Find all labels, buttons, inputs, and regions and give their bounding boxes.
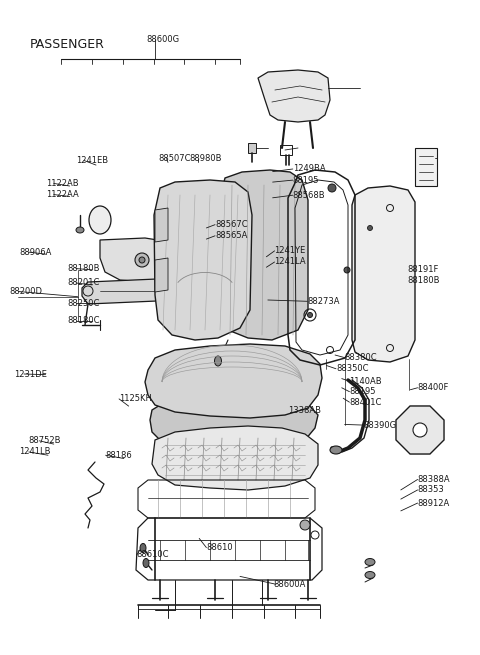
Polygon shape [415, 148, 437, 186]
Text: 88401C: 88401C [349, 398, 382, 407]
Ellipse shape [365, 559, 375, 565]
Ellipse shape [76, 227, 84, 233]
Text: 88912A: 88912A [418, 498, 450, 508]
Text: 88507C: 88507C [158, 154, 191, 163]
Text: 88610C: 88610C [137, 550, 169, 559]
Text: 88567C: 88567C [215, 220, 248, 229]
Ellipse shape [300, 520, 310, 530]
Ellipse shape [139, 257, 145, 263]
Text: 1241LB: 1241LB [19, 447, 51, 457]
Ellipse shape [143, 559, 149, 567]
Text: 88180C: 88180C [67, 316, 100, 326]
Ellipse shape [368, 225, 372, 231]
Ellipse shape [140, 544, 146, 553]
Polygon shape [100, 238, 178, 282]
Polygon shape [258, 70, 330, 122]
Text: 88390G: 88390G [364, 421, 397, 430]
Polygon shape [145, 344, 322, 418]
Text: 88273A: 88273A [307, 297, 340, 306]
Ellipse shape [215, 356, 221, 366]
Polygon shape [152, 426, 318, 490]
Text: 1241YE: 1241YE [275, 246, 306, 255]
Text: 88180B: 88180B [407, 276, 440, 285]
Text: 1122AA: 1122AA [46, 190, 78, 199]
Text: 88980B: 88980B [190, 154, 222, 163]
Text: 88195: 88195 [349, 387, 376, 396]
Ellipse shape [89, 206, 111, 234]
Text: 88400F: 88400F [418, 383, 449, 392]
Text: 88600G: 88600G [146, 35, 180, 44]
Polygon shape [82, 278, 186, 304]
Text: 88200D: 88200D [10, 287, 43, 296]
Text: 88610: 88610 [206, 543, 233, 552]
Text: 1231DE: 1231DE [14, 369, 47, 379]
Text: 88180B: 88180B [67, 264, 100, 273]
Text: PASSENGER: PASSENGER [30, 38, 105, 51]
Polygon shape [352, 186, 415, 362]
Text: 1249BA: 1249BA [293, 164, 325, 174]
Text: 88906A: 88906A [19, 248, 51, 257]
Text: 1125KH: 1125KH [119, 394, 152, 403]
Text: 88191F: 88191F [407, 265, 438, 274]
Ellipse shape [365, 572, 375, 578]
Ellipse shape [344, 267, 350, 273]
Text: 88186: 88186 [106, 451, 132, 460]
Text: 88250C: 88250C [67, 299, 99, 308]
Polygon shape [155, 258, 168, 292]
Ellipse shape [135, 253, 149, 267]
Text: 88565A: 88565A [215, 231, 247, 240]
Polygon shape [218, 170, 308, 340]
Ellipse shape [413, 423, 427, 437]
Text: 88568B: 88568B [293, 191, 325, 200]
Polygon shape [150, 396, 318, 452]
Text: 1241EB: 1241EB [76, 156, 108, 165]
Ellipse shape [308, 312, 312, 318]
Ellipse shape [328, 184, 336, 192]
Text: 88600A: 88600A [274, 580, 306, 589]
Text: 1338AB: 1338AB [288, 406, 321, 415]
Polygon shape [396, 406, 444, 454]
Polygon shape [155, 208, 168, 242]
Ellipse shape [330, 446, 342, 454]
Text: 88388A: 88388A [418, 475, 450, 484]
Text: 88195: 88195 [293, 176, 319, 185]
Polygon shape [248, 143, 256, 153]
Text: 88350C: 88350C [336, 364, 369, 373]
Polygon shape [154, 180, 252, 340]
Text: 1140AB: 1140AB [349, 377, 382, 386]
Text: 88752B: 88752B [29, 436, 61, 445]
Text: 88353: 88353 [418, 485, 444, 495]
Text: 1122AB: 1122AB [46, 179, 78, 188]
Text: 88380C: 88380C [345, 353, 377, 362]
Text: 1241LA: 1241LA [275, 257, 306, 267]
Text: 88201C: 88201C [67, 278, 99, 288]
